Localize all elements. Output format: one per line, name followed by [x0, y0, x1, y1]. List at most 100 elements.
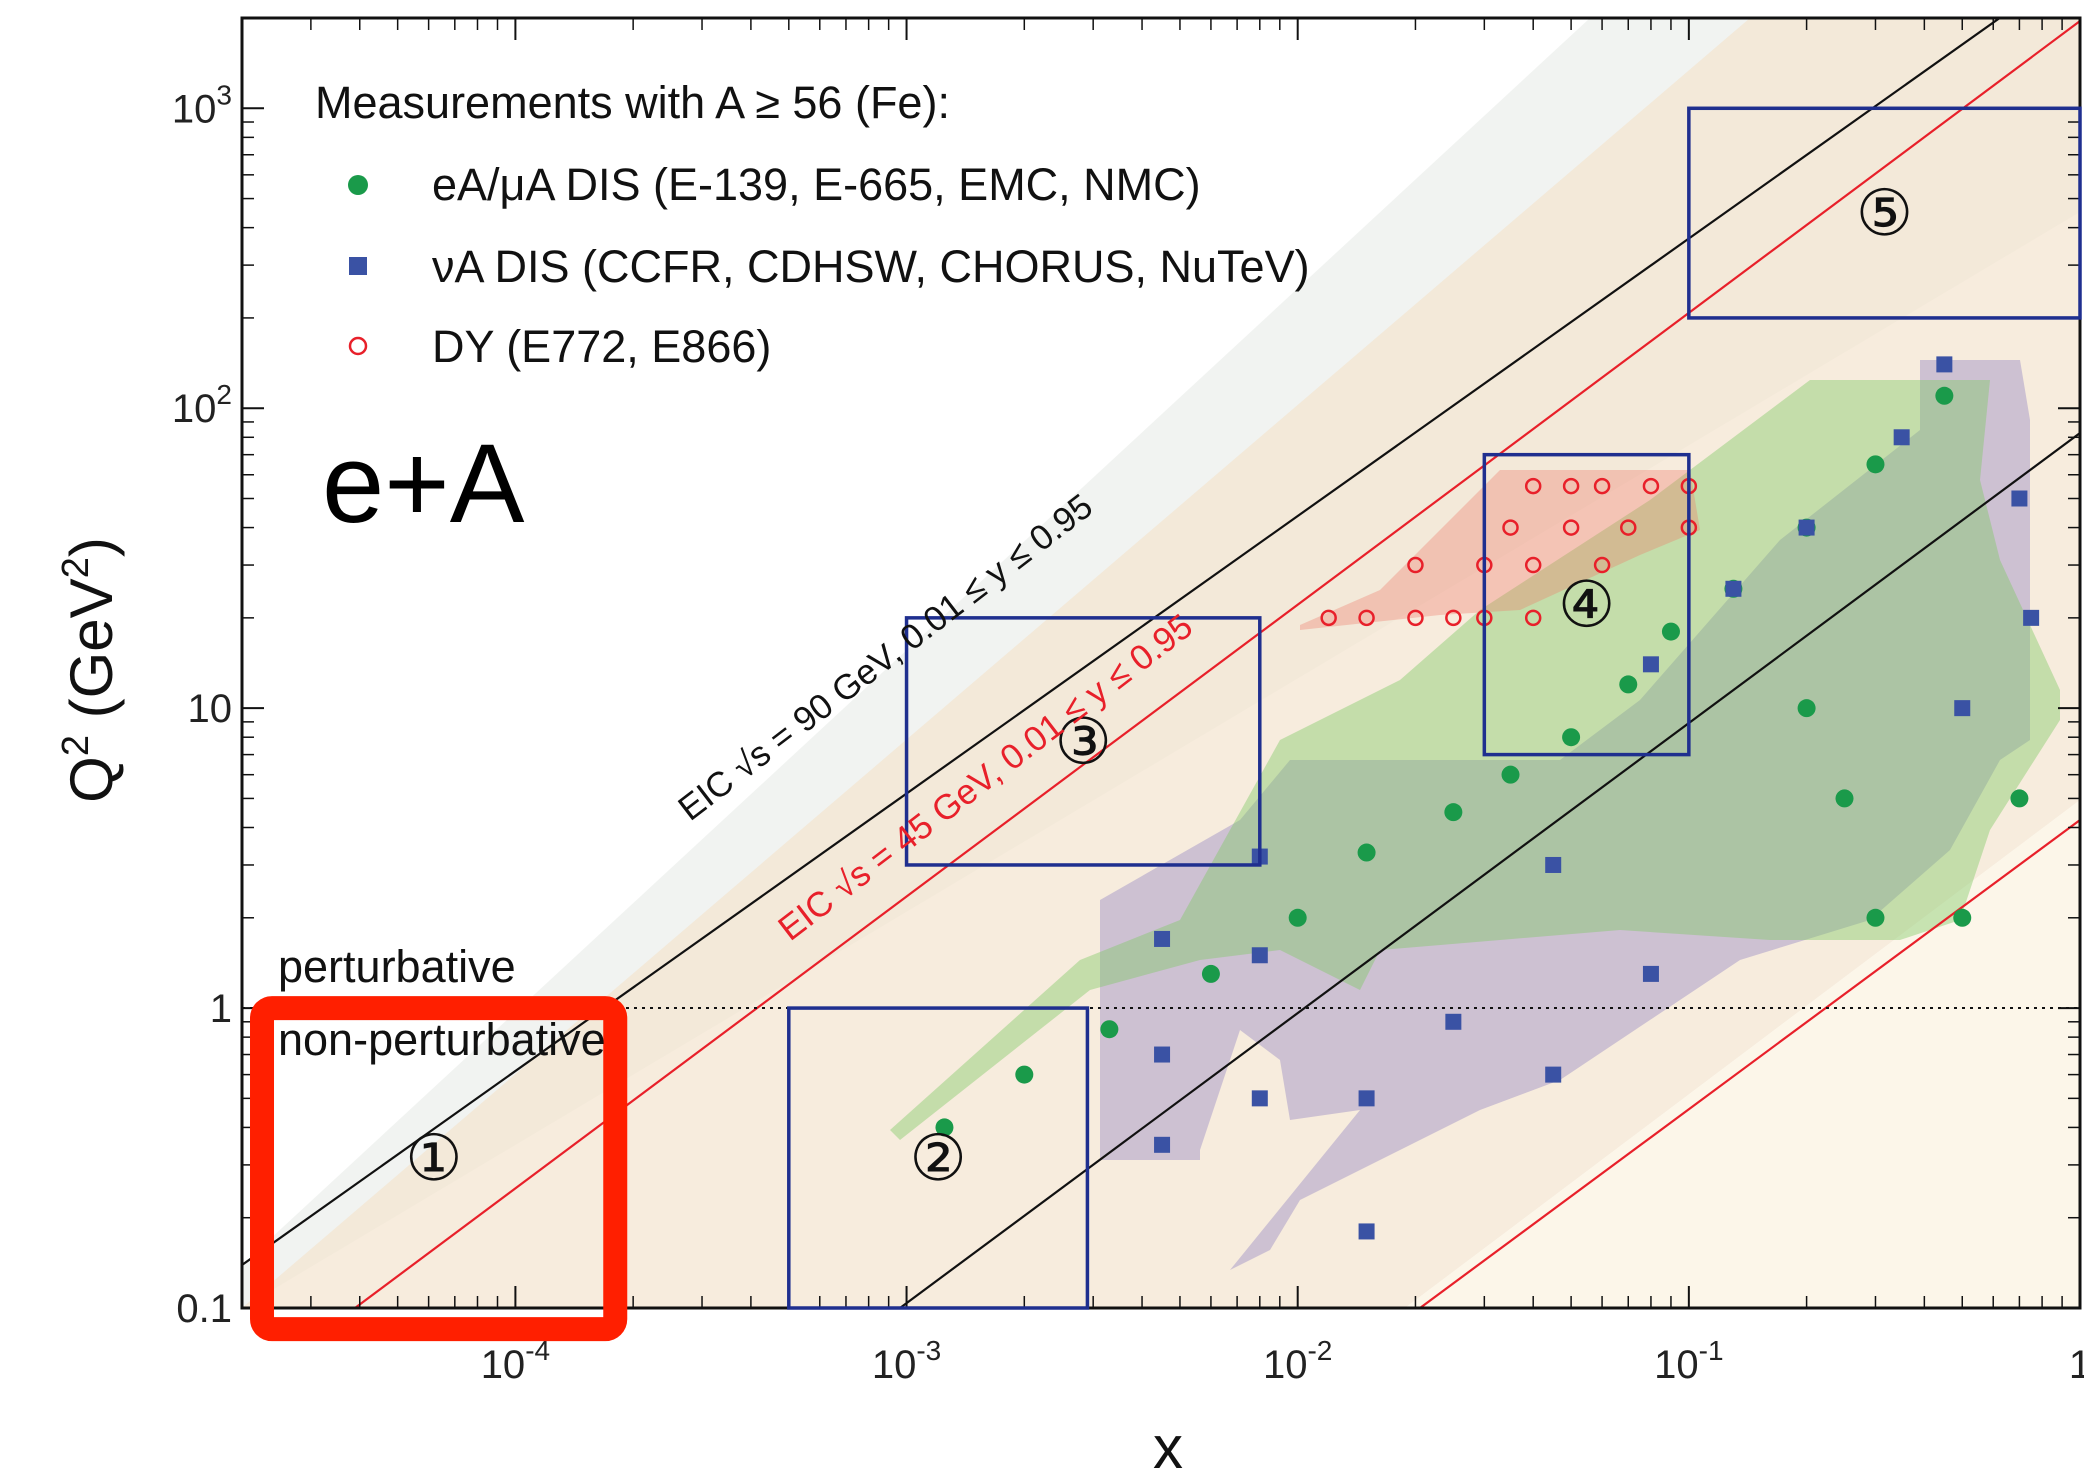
- plot-frame: [240, 16, 2082, 1310]
- region-box-2: [787, 1006, 1090, 1310]
- region-label-1: ①: [405, 1122, 462, 1196]
- data-point-0-10: [1661, 622, 1680, 641]
- legend-entry-va: νA DIS (CCFR, CDHSW, CHORUS, NuTeV): [349, 241, 1310, 292]
- data-point-2-16: [1593, 477, 1611, 495]
- data-point-0-0: [935, 1118, 954, 1137]
- data-point-0-4: [1288, 908, 1307, 927]
- legend: Measurements with A ≥ 56 (Fe): eA/μA DIS…: [315, 77, 1310, 372]
- eic-45-lower-line: [1419, 819, 2080, 1308]
- region-label-4: ④: [1558, 569, 1615, 643]
- x-tick-label-2: 10-2: [1263, 1335, 1332, 1387]
- legend-label-va: νA DIS (CCFR, CDHSW, CHORUS, NuTeV): [432, 241, 1310, 292]
- data-point-0-1: [1015, 1065, 1034, 1084]
- data-point-1-10: [1545, 856, 1562, 873]
- highlight-box: [250, 996, 628, 1342]
- region-box-5: [1687, 106, 2082, 320]
- legend-entry-dy: DY (E772, E866): [348, 321, 771, 372]
- data-point-0-17: [1866, 908, 1885, 927]
- region-label-5: ⑤: [1856, 177, 1913, 251]
- data-point-1-8: [1445, 1013, 1462, 1030]
- data-point-2-17: [1642, 477, 1660, 495]
- data-point-2-8: [1524, 556, 1542, 574]
- data-point-1-2: [1154, 930, 1171, 947]
- data-point-1-15: [1893, 429, 1910, 446]
- y-tick-label-0: 0.1: [176, 1287, 232, 1331]
- data-point-1-7: [1358, 1090, 1375, 1107]
- data-point-2-2: [1407, 609, 1424, 627]
- threshold-label-below: non-perturbative: [278, 1014, 606, 1065]
- data-point-1-14: [1798, 519, 1815, 536]
- data-point-1-17: [2011, 490, 2028, 507]
- data-point-1-1: [1154, 1046, 1171, 1063]
- data-point-0-19: [2010, 789, 2029, 808]
- data-point-1-18: [2023, 609, 2040, 626]
- data-point-0-14: [1935, 386, 1954, 405]
- data-point-0-7: [1501, 765, 1520, 784]
- data-point-2-15: [1562, 477, 1580, 495]
- data-point-2-6: [1407, 556, 1424, 574]
- legend-marker-ea: [348, 175, 368, 195]
- eic-45-upper-line: [354, 20, 2080, 1308]
- ea-dis-envelope: [890, 380, 2060, 1140]
- data-point-0-3: [1201, 964, 1220, 983]
- region-boxes: ① ② ③ ④ ⑤: [405, 106, 2082, 1310]
- data-point-2-5: [1524, 609, 1542, 627]
- data-point-2-0: [1320, 609, 1337, 627]
- data-point-1-19: [1954, 700, 1971, 717]
- legend-header: Measurements with A ≥ 56 (Fe):: [315, 77, 950, 128]
- x-axis-title: x: [1153, 1414, 1183, 1479]
- legend-entry-ea: eA/μA DIS (E-139, E-665, EMC, NMC): [348, 159, 1201, 210]
- data-point-2-11: [1562, 519, 1580, 536]
- data-point-0-9: [1619, 675, 1638, 694]
- legend-label-dy: DY (E772, E866): [432, 321, 771, 372]
- data-point-2-12: [1620, 519, 1637, 536]
- region-label-3: ③: [1054, 705, 1111, 779]
- x-tick-label-3: 10-1: [1654, 1335, 1723, 1387]
- data-point-1-4: [1251, 947, 1268, 964]
- data-point-1-11: [1642, 965, 1659, 982]
- x-tick-label-4: 1: [2069, 1343, 2084, 1387]
- legend-marker-dy: [348, 336, 368, 356]
- data-point-1-12: [1642, 656, 1659, 673]
- data-point-1-9: [1545, 1066, 1562, 1083]
- data-point-1-6: [1358, 1223, 1375, 1240]
- data-point-1-13: [1725, 580, 1742, 597]
- axis-ticks: 10-4 10-3 10-2 10-1 1 0.1 1 10 102 103: [172, 17, 2084, 1387]
- process-label: e+A: [322, 421, 525, 546]
- data-point-1-16: [1936, 356, 1953, 373]
- data-point-2-10: [1502, 519, 1519, 536]
- data-point-1-3: [1251, 1090, 1268, 1107]
- eic-90-lower-line: [899, 432, 2080, 1308]
- y-tick-label-4: 103: [172, 79, 232, 131]
- lower-band: [1405, 800, 2080, 1308]
- data-point-0-8: [1562, 728, 1581, 747]
- data-point-0-6: [1444, 803, 1463, 822]
- eic-45-band: [242, 18, 2080, 1308]
- data-point-1-0: [1154, 1136, 1171, 1153]
- data-point-0-13: [1866, 455, 1885, 474]
- region-label-2: ②: [909, 1122, 966, 1196]
- y-tick-label-2: 10: [188, 687, 233, 731]
- threshold-label-above: perturbative: [278, 941, 516, 992]
- y-axis-title: Q2 (GeV2): [55, 537, 125, 803]
- eic-90-upper-line: [242, 18, 2002, 1266]
- data-point-2-3: [1445, 609, 1462, 627]
- data-point-2-9: [1593, 556, 1611, 574]
- data-point-2-1: [1358, 609, 1375, 627]
- region-box-4: [1482, 452, 1691, 757]
- dy-envelope: [1300, 470, 1700, 630]
- legend-marker-va: [349, 257, 367, 275]
- data-point-0-5: [1357, 843, 1376, 862]
- background-bands: [242, 18, 2080, 1308]
- data-markers: [935, 356, 2040, 1240]
- data-point-0-15: [1797, 699, 1816, 718]
- data-point-0-16: [1835, 789, 1854, 808]
- region-box-3: [904, 616, 1262, 867]
- x-tick-label-1: 10-3: [872, 1335, 941, 1387]
- x-tick-label-0: 10-4: [481, 1335, 550, 1387]
- y-tick-label-3: 102: [172, 379, 232, 431]
- y-tick-label-1: 1: [210, 987, 232, 1031]
- data-point-0-2: [1100, 1020, 1119, 1039]
- data-point-0-18: [1953, 908, 1972, 927]
